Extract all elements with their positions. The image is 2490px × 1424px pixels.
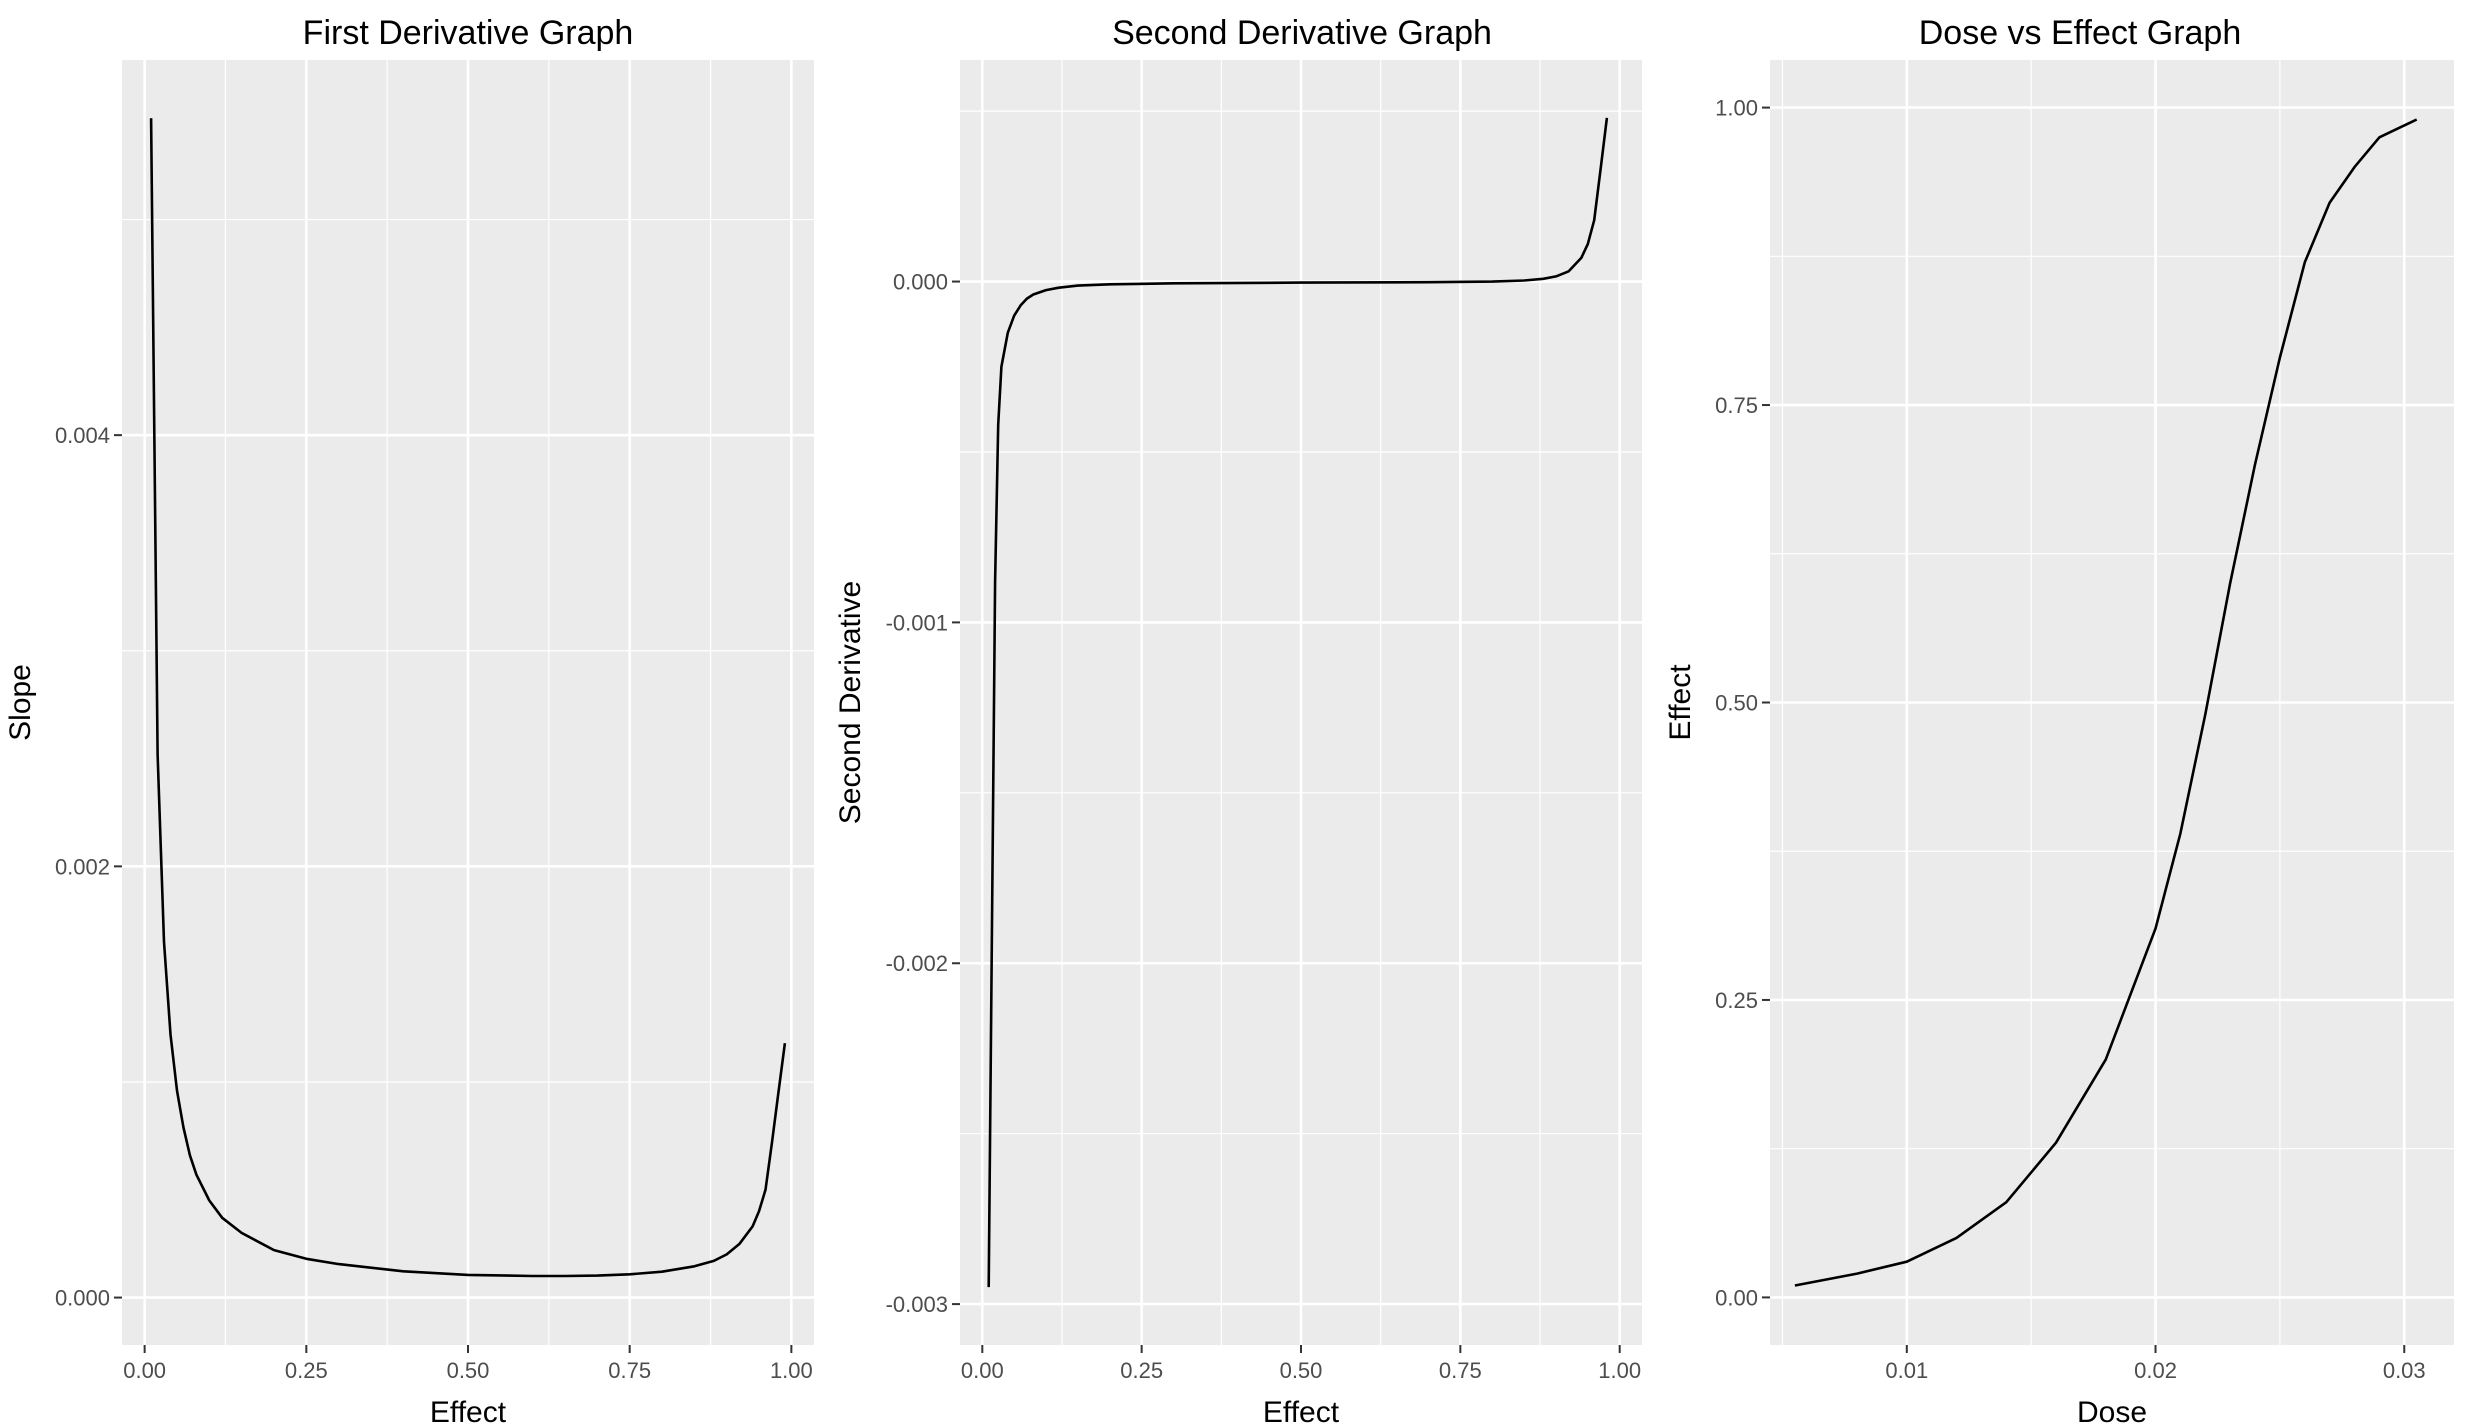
panel-3-y-tick-label: 0.25 <box>1715 988 1758 1013</box>
panel-3-x-tick-label: 0.02 <box>2134 1358 2177 1383</box>
panel-2-y-axis-label: Second Derivative <box>834 581 867 824</box>
panel-2-y-tick-label: -0.001 <box>886 610 948 635</box>
panel-3: 0.01 0.02 0.03 0.00 0.25 0.50 0.75 1.00 Dose vs … <box>1664 14 2454 1424</box>
panel-1-y-tick-label: 0.004 <box>55 423 110 448</box>
panel-2-x-tick-label: 0.50 <box>1280 1358 1323 1383</box>
panel-2-x-axis-label: Effect <box>1263 1396 1340 1424</box>
panel-1-x-tick-label: 0.75 <box>608 1358 651 1383</box>
panel-1-x-tick-label: 0.00 <box>123 1358 166 1383</box>
panel-2-x-tick-label: 0.25 <box>1120 1358 1163 1383</box>
panel-2-x-tick-label: 0.00 <box>961 1358 1004 1383</box>
panel-2-y-tick-label: -0.002 <box>886 951 948 976</box>
panel-3-y-tick-label: 0.75 <box>1715 393 1758 418</box>
panel-2-x-tick-label: 0.75 <box>1439 1358 1482 1383</box>
panel-1-y-axis-label: Slope <box>4 664 37 741</box>
panel-2-y-tick-label: 0.000 <box>893 270 948 295</box>
panel-3-y-tick-label: 0.00 <box>1715 1285 1758 1310</box>
panel-2-y-tick-label: -0.003 <box>886 1292 948 1317</box>
panel-3-series-line <box>1794 118 2418 1287</box>
panel-3-y-axis-label: Effect <box>1664 664 1697 741</box>
panel-1-x-tick-label: 0.50 <box>447 1358 490 1383</box>
panel-1-title: First Derivative Graph <box>303 14 634 52</box>
panel-1-y-tick-label: 0.000 <box>55 1286 110 1311</box>
panel-3-y-tick-label: 0.50 <box>1715 691 1758 716</box>
panel-3-x-tick-label: 0.03 <box>2383 1358 2426 1383</box>
panel-2: 0.00 0.25 0.50 0.75 1.00 -0.003 -0.002 -0.001 0.… <box>834 14 1642 1424</box>
panel-1: 0.00 0.25 0.50 0.75 1.00 0.000 0.002 0.004 First… <box>4 14 814 1424</box>
panel-3-title: Dose vs Effect Graph <box>1919 14 2242 52</box>
panel-2-title: Second Derivative Graph <box>1112 14 1492 52</box>
panel-2-x-tick-label: 1.00 <box>1598 1358 1641 1383</box>
panel-1-x-axis-label: Effect <box>430 1396 507 1424</box>
panel-2-series-line <box>987 117 1609 1288</box>
panel-3-y-tick-label: 1.00 <box>1715 96 1758 121</box>
panel-1-series-line <box>149 118 787 1278</box>
panel-1-y-tick-label: 0.002 <box>55 854 110 879</box>
panel-3-x-axis-label: Dose <box>2077 1396 2147 1424</box>
panel-1-x-tick-label: 0.25 <box>285 1358 328 1383</box>
panel-3-x-tick-label: 0.01 <box>1885 1358 1928 1383</box>
panel-1-x-tick-label: 1.00 <box>770 1358 813 1383</box>
